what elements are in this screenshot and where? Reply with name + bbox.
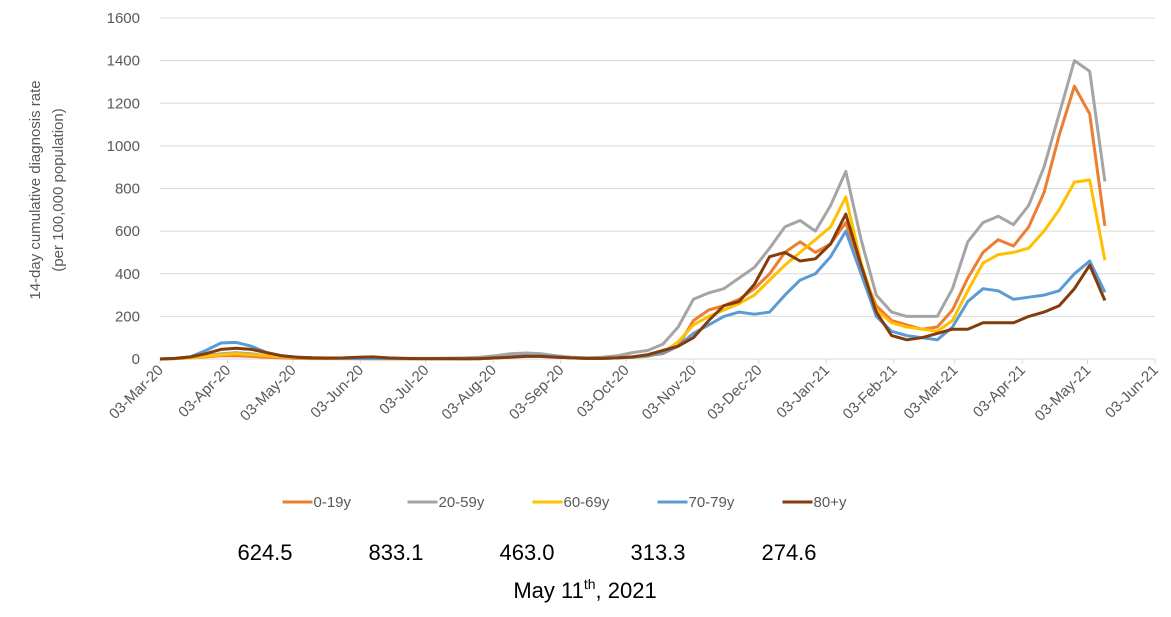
y-tick-label: 600 bbox=[115, 223, 140, 240]
footnote-text: May 11 bbox=[513, 578, 584, 603]
x-tick-label: 03-Mar-20 bbox=[106, 362, 167, 423]
x-tick-label: 03-Mar-21 bbox=[901, 362, 962, 423]
footnote-tail: , 2021 bbox=[596, 578, 657, 603]
legend-label: 80+y bbox=[814, 494, 847, 511]
series-line bbox=[159, 178, 1107, 361]
latest-value: 833.1 bbox=[368, 540, 423, 565]
y-tick-label: 1400 bbox=[107, 53, 140, 70]
y-tick-label: 1600 bbox=[107, 10, 140, 27]
series-line bbox=[159, 84, 1107, 361]
x-tick-label: 03-Jun-21 bbox=[1102, 362, 1162, 422]
latest-value: 463.0 bbox=[499, 540, 554, 565]
x-tick-label: 03-Oct-20 bbox=[574, 362, 633, 421]
y-tick-label: 200 bbox=[115, 308, 140, 325]
y-tick-label: 800 bbox=[115, 181, 140, 198]
y-tick-label: 1200 bbox=[107, 95, 140, 112]
y-tick-label: 1000 bbox=[107, 138, 140, 155]
x-tick-label: 03-Jun-20 bbox=[307, 362, 367, 422]
x-tick-label: 03-Feb-21 bbox=[840, 362, 901, 423]
x-tick-label: 03-Jan-21 bbox=[773, 362, 833, 422]
legend-label: 60-69y bbox=[564, 494, 610, 511]
latest-value: 313.3 bbox=[630, 540, 685, 565]
footnote: May 11th, 2021 bbox=[513, 576, 656, 603]
x-tick-label: 03-Nov-20 bbox=[639, 362, 701, 424]
latest-value: 624.5 bbox=[237, 540, 292, 565]
x-tick-label: 03-Sep-20 bbox=[506, 362, 568, 424]
x-tick-label: 03-May-20 bbox=[237, 362, 300, 425]
series-line bbox=[159, 59, 1107, 361]
y-tick-label: 400 bbox=[115, 266, 140, 283]
footnote-sup: th bbox=[584, 576, 596, 592]
x-tick-label: 03-Dec-20 bbox=[704, 362, 766, 424]
legend-label: 70-79y bbox=[689, 494, 735, 511]
x-tick-label: 03-Apr-21 bbox=[970, 362, 1029, 421]
x-tick-label: 03-Jul-20 bbox=[376, 362, 432, 418]
y-tick-label: 0 bbox=[132, 351, 140, 368]
legend-label: 20-59y bbox=[439, 494, 485, 511]
latest-value: 274.6 bbox=[761, 540, 816, 565]
y-axis-title: (per 100,000 population) bbox=[50, 108, 67, 271]
legend-label: 0-19y bbox=[314, 494, 352, 511]
x-tick-label: 03-Apr-20 bbox=[175, 362, 234, 421]
series-line bbox=[159, 212, 1107, 361]
x-tick-label: 03-Aug-20 bbox=[438, 362, 500, 424]
series-line bbox=[159, 229, 1107, 361]
y-axis-title: 14-day cumulative diagnosis rate bbox=[27, 80, 44, 299]
x-tick-label: 03-May-21 bbox=[1032, 362, 1095, 425]
